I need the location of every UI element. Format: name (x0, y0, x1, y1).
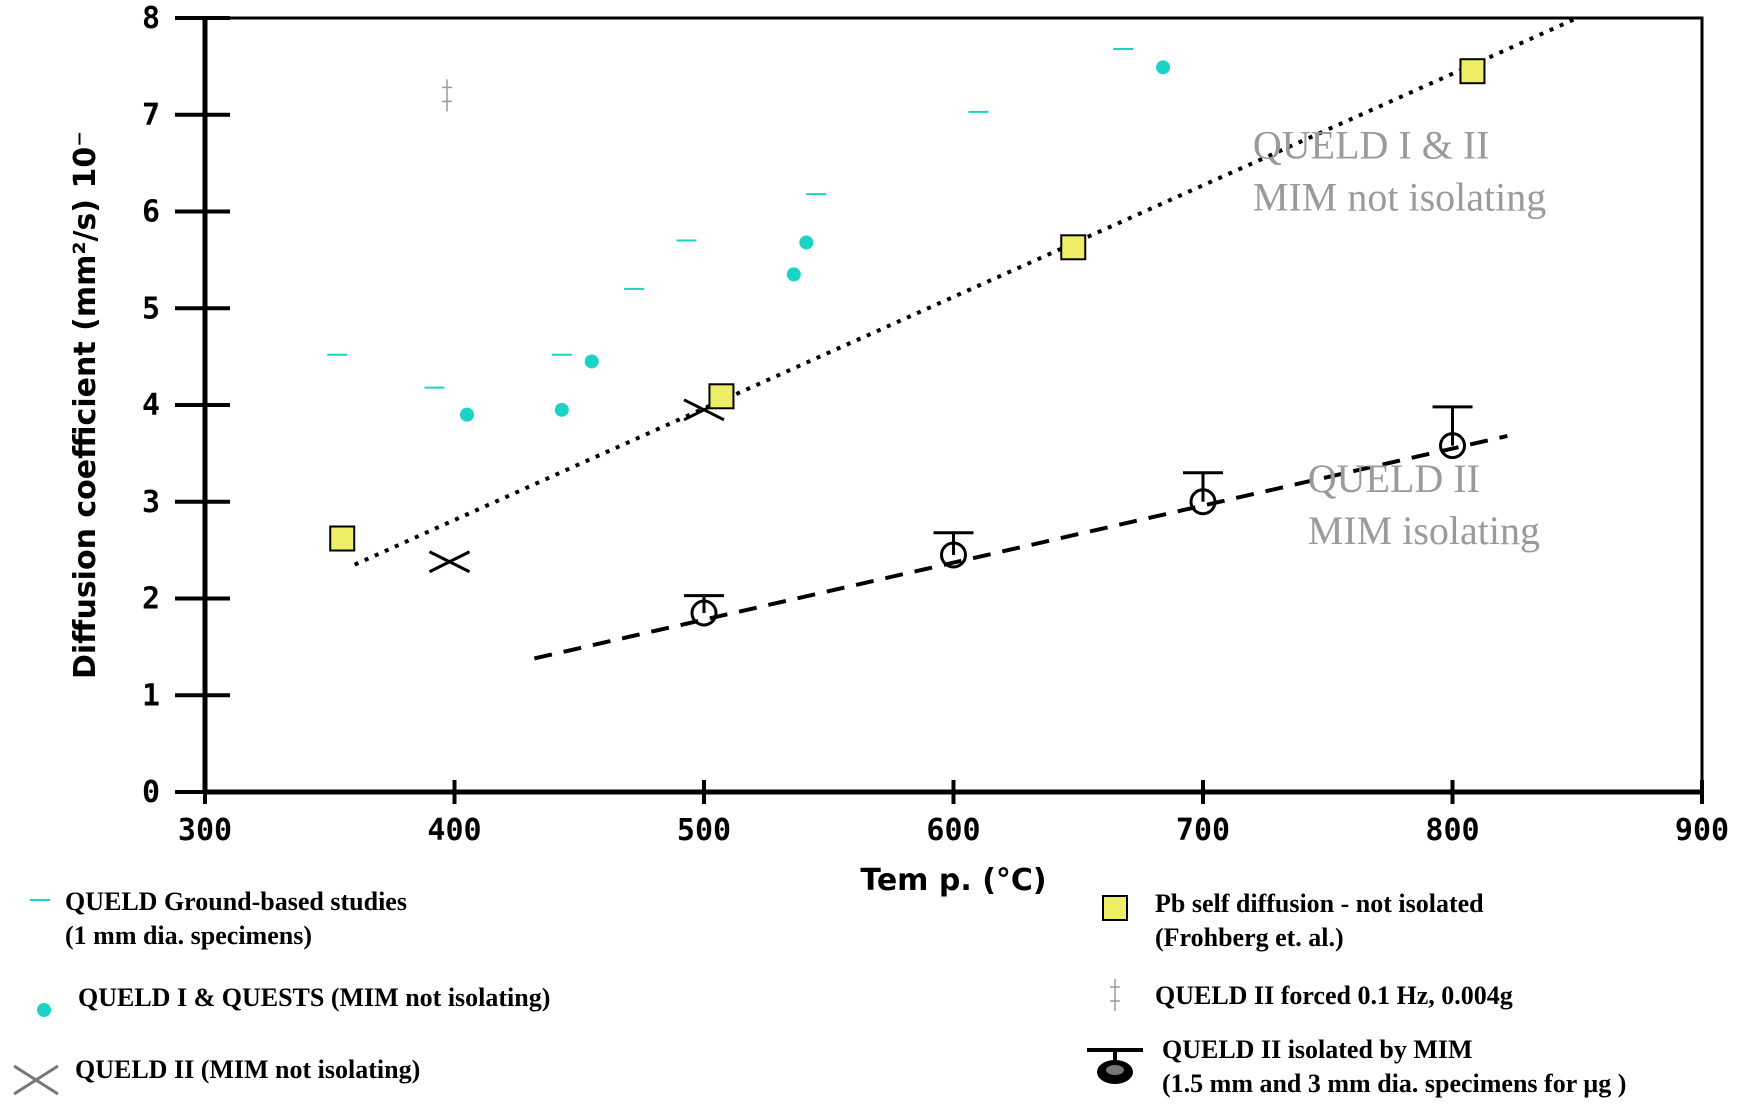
errorbar-marker (1183, 471, 1223, 516)
y-tick-label: 2 (142, 582, 160, 617)
annotation-text: QUELD I & II (1253, 122, 1490, 167)
legend-item: QUELD II (MIM not isolating) (13, 1055, 420, 1096)
errorbar-marker (684, 594, 724, 627)
legend-label: (1 mm dia. specimens) (65, 921, 312, 950)
x-legend-icon (13, 1064, 59, 1096)
trendline-not-isolating (353, 16, 1579, 567)
double-dagger-marker (1110, 979, 1120, 1011)
y-tick-label: 4 (142, 388, 160, 423)
series-dot (459, 60, 1171, 422)
legend-item: QUELD Ground-based studies (1 mm dia. spe… (30, 887, 407, 950)
dot-marker (37, 1003, 51, 1017)
y-tick-label: 7 (142, 98, 160, 133)
square-marker (329, 525, 356, 552)
annotations: QUELD I & II MIM not isolating QUELD II MIM… (1253, 122, 1546, 553)
legend-item: QUELD II forced 0.1 Hz, 0.004g (1110, 979, 1513, 1011)
x-tick-label: 600 (926, 813, 980, 848)
annotation-text: QUELD II (1308, 456, 1480, 501)
legend-item: QUELD II isolated by MIM (1.5 mm and 3 mm… (1087, 1035, 1626, 1098)
legend-item: Pb self diffusion - not isolated (Frohber… (1102, 889, 1484, 952)
dot-marker (554, 402, 569, 417)
legend-label: (Frohberg et. al.) (1155, 923, 1344, 952)
x-axis-title: Tem p. (°C) (860, 863, 1046, 898)
x-tick-label: 800 (1425, 813, 1479, 848)
x-tick-label: 900 (1675, 813, 1729, 848)
x-tick-label: 500 (677, 813, 731, 848)
series-errorbar (684, 405, 1473, 627)
x-tick-label: 400 (427, 813, 481, 848)
legend-label: (1.5 mm and 3 mm dia. specimens for µg ) (1162, 1069, 1626, 1098)
x-tick-label: 700 (1176, 813, 1230, 848)
square-marker (1060, 234, 1087, 261)
double-dagger-marker (442, 79, 453, 112)
errorbar-marker (933, 531, 974, 569)
y-tick-label: 1 (142, 678, 160, 713)
dot-marker (459, 407, 474, 422)
y-tick-label: 3 (142, 485, 160, 520)
legend: QUELD Ground-based studies (1 mm dia. spe… (13, 887, 1626, 1098)
errorbar-legend-icon (1087, 1048, 1143, 1084)
dot-marker (584, 354, 599, 369)
y-tick-label: 5 (142, 291, 160, 326)
legend-label: QUELD I & QUESTS (MIM not isolating) (78, 983, 550, 1012)
axis-ticks: 0 1 2 3 4 5 6 7 8 300 400 500 600 700 800 900 (142, 1, 1729, 848)
dot-marker (1156, 60, 1171, 75)
series-dash (327, 47, 1134, 389)
legend-label: QUELD II isolated by MIM (1162, 1035, 1473, 1064)
dot-marker (799, 235, 814, 250)
data-marks (327, 47, 1486, 627)
y-tick-label: 0 (142, 775, 160, 810)
annotation-text: MIM not isolating (1253, 174, 1546, 219)
legend-label: QUELD Ground-based studies (65, 887, 407, 916)
x-marker (428, 550, 471, 574)
legend-item: QUELD I & QUESTS (MIM not isolating) (37, 983, 550, 1017)
legend-label: QUELD II forced 0.1 Hz, 0.004g (1155, 981, 1513, 1010)
y-tick-label: 6 (142, 195, 160, 230)
dot-marker (786, 267, 801, 282)
trendlines (353, 16, 1579, 661)
legend-label: Pb self diffusion - not isolated (1155, 889, 1484, 918)
series-x (428, 398, 725, 574)
series-double-dagger (442, 79, 453, 112)
legend-label: QUELD II (MIM not isolating) (75, 1055, 420, 1084)
annotation-text: MIM isolating (1308, 508, 1540, 553)
square-marker (1102, 895, 1128, 921)
errorbar-marker (1432, 405, 1473, 460)
square-marker (1459, 58, 1486, 85)
y-tick-label: 8 (142, 1, 160, 36)
x-tick-label: 300 (178, 813, 232, 848)
series-square (329, 58, 1486, 552)
square-marker (708, 383, 735, 410)
y-axis-title: Diffusion coefficient (mm²/s) 10⁻ (68, 131, 103, 679)
